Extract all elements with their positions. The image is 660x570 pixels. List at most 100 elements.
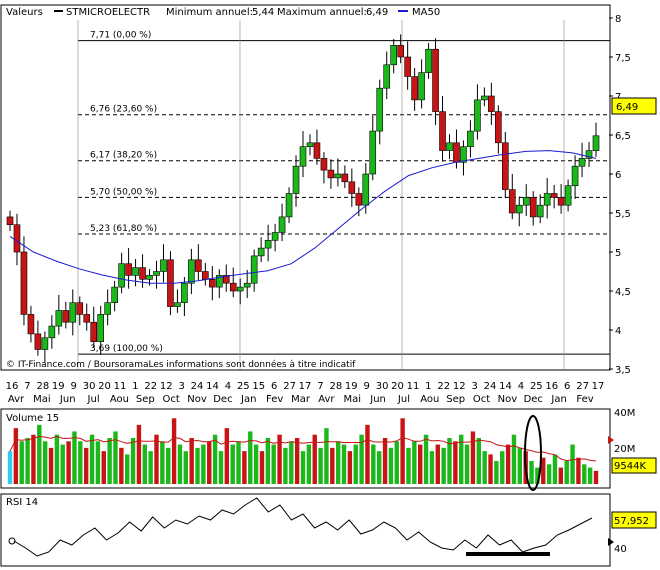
candle-down bbox=[209, 278, 216, 288]
volume-bar-down bbox=[400, 418, 405, 484]
volume-bar-up bbox=[248, 431, 253, 484]
volume-bar-down bbox=[330, 447, 335, 484]
candle-up bbox=[174, 302, 181, 307]
x-tick-day: 7 bbox=[317, 381, 323, 392]
volume-bar-up bbox=[78, 441, 83, 484]
rsi-start-marker bbox=[8, 537, 16, 545]
candle-down bbox=[320, 158, 328, 171]
x-tick-day: 6 bbox=[564, 381, 570, 392]
x-tick-day: 15 bbox=[252, 381, 265, 392]
x-tick-day: 30 bbox=[83, 381, 96, 392]
candle-down bbox=[341, 173, 349, 183]
x-tick-day: 9 bbox=[363, 381, 369, 392]
x-tick-day: 3 bbox=[471, 381, 477, 392]
price-legend: Valeurs STMICROELECTR Minimum annuel: 5,… bbox=[6, 7, 440, 18]
volume-bar-up bbox=[388, 447, 394, 484]
volume-bar-up bbox=[587, 467, 593, 484]
x-tick-month: Dec bbox=[213, 394, 232, 405]
volume-bar-up bbox=[394, 441, 399, 484]
volume-bar-up bbox=[72, 431, 77, 484]
volume-bar-up bbox=[341, 444, 347, 484]
candle-down bbox=[557, 197, 565, 206]
candle-up bbox=[578, 158, 586, 167]
x-tick-day: 11 bbox=[407, 381, 420, 392]
fib-level-label: 6,17 (38,20 %) bbox=[90, 151, 157, 161]
candle-up bbox=[481, 95, 488, 101]
volume-bar-down bbox=[66, 441, 71, 484]
copyright-note: © IT-Finance.com / BoursoramaLes informa… bbox=[6, 359, 356, 370]
y-tick-label: 5 bbox=[615, 248, 621, 259]
y-tick-label: 4 bbox=[615, 326, 621, 337]
x-tick-day: 1 bbox=[132, 381, 138, 392]
x-tick-day: 9 bbox=[70, 381, 76, 392]
candle-down bbox=[222, 275, 230, 284]
x-tick-month: Mai bbox=[33, 394, 51, 405]
x-tick-month: Jan bbox=[550, 394, 566, 405]
volume-bar-down bbox=[418, 444, 423, 484]
candle-up bbox=[446, 142, 453, 151]
x-tick-day: 3 bbox=[178, 381, 184, 392]
candle-down bbox=[202, 271, 209, 280]
volume-bar-up bbox=[447, 438, 452, 484]
volume-bar-up bbox=[429, 451, 435, 484]
x-tick-day: 22 bbox=[144, 381, 157, 392]
volume-bar-up bbox=[195, 447, 200, 484]
volume-bar-up bbox=[552, 454, 558, 484]
volume-bar-up bbox=[60, 444, 65, 484]
y-tick-label: 7,5 bbox=[615, 53, 631, 64]
rsi-tick-40: 40 bbox=[614, 544, 627, 555]
candle-up bbox=[362, 173, 370, 206]
candle-down bbox=[550, 193, 558, 198]
volume-bar-down bbox=[558, 467, 564, 484]
candle-up bbox=[390, 44, 397, 66]
volume-bar-up bbox=[201, 444, 206, 484]
candle-up bbox=[271, 232, 279, 241]
x-tick-day: 1 bbox=[425, 381, 431, 392]
candle-up bbox=[571, 165, 579, 186]
x-tick-day: 19 bbox=[52, 381, 65, 392]
volume-bar-down bbox=[541, 457, 546, 484]
volume-bar-up bbox=[376, 451, 382, 484]
y-tick-label: 5,5 bbox=[615, 209, 631, 220]
candle-down bbox=[453, 142, 460, 163]
volume-bar-up bbox=[236, 441, 241, 484]
candle-up bbox=[334, 173, 342, 179]
x-tick-day: 19 bbox=[345, 381, 358, 392]
x-tick-month: Nov bbox=[187, 394, 207, 405]
x-tick-day: 11 bbox=[114, 381, 127, 392]
volume-bar-down bbox=[259, 451, 265, 484]
candle-up bbox=[215, 275, 223, 288]
candle-up bbox=[425, 48, 432, 73]
x-axis-day-labels: 16 7 28 19 9 30 20 11 1 22 12 3 24 14 4 25 15 6 27 17 7 28 19 9… bbox=[6, 381, 605, 392]
candle-up bbox=[250, 255, 258, 284]
candle-down bbox=[125, 263, 132, 276]
candle-down bbox=[411, 76, 418, 101]
candle-up bbox=[236, 286, 244, 292]
rsi-last-badge: 57,952 bbox=[611, 511, 657, 529]
x-tick-day: 7 bbox=[24, 381, 30, 392]
candle-up bbox=[522, 197, 530, 206]
candle-up bbox=[299, 146, 307, 167]
x-tick-month: Aou bbox=[110, 394, 129, 405]
volume-bar-up bbox=[107, 438, 112, 484]
x-tick-month: Fev bbox=[576, 394, 593, 405]
legend-max-value: 6,49 bbox=[366, 7, 388, 18]
x-tick-day: 4 bbox=[518, 381, 524, 392]
x-tick-month: Dec bbox=[524, 394, 543, 405]
candle-up bbox=[160, 259, 167, 272]
legend-symbol: STMICROELECTR bbox=[66, 7, 150, 18]
candle-down bbox=[34, 333, 42, 350]
volume-bar-up bbox=[271, 444, 276, 484]
candle-up bbox=[97, 314, 104, 342]
x-tick-month: Nov bbox=[498, 394, 518, 405]
legend-min-value: 5,44 bbox=[252, 7, 274, 18]
volume-bar-down bbox=[31, 434, 36, 484]
candle-down bbox=[529, 197, 537, 218]
volume-title: Volume 15 bbox=[6, 413, 59, 424]
volume-bar-up bbox=[19, 441, 24, 484]
volume-bar-up bbox=[423, 434, 429, 484]
volume-bar-up bbox=[289, 441, 294, 484]
candle-up bbox=[585, 150, 593, 159]
x-tick-month: Avr bbox=[8, 394, 25, 405]
volume-bar-up bbox=[353, 444, 358, 484]
